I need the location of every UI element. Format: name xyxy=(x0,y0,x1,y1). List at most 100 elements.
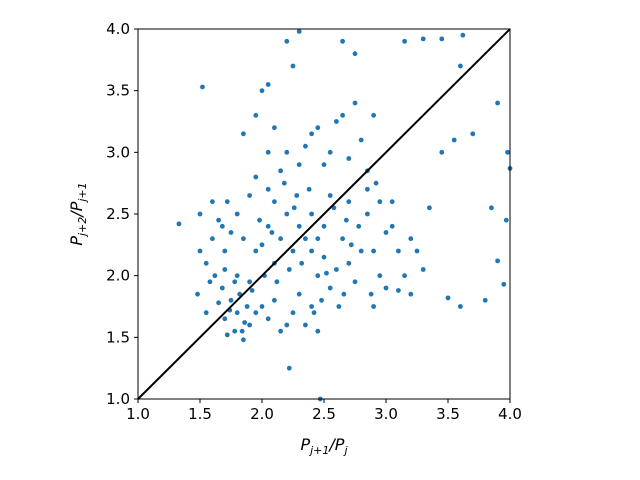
point xyxy=(272,297,277,303)
point xyxy=(241,337,246,343)
point xyxy=(309,131,314,137)
point xyxy=(197,248,203,254)
point xyxy=(352,51,358,57)
x-tick-label: 1.5 xyxy=(188,405,212,423)
point xyxy=(445,295,451,301)
point xyxy=(371,112,376,118)
x-tick-label: 1.0 xyxy=(126,405,150,423)
point xyxy=(272,199,277,205)
point xyxy=(341,291,347,297)
y-tick-label: 1.5 xyxy=(106,328,130,346)
point xyxy=(451,137,457,143)
point xyxy=(358,137,364,143)
point xyxy=(247,193,253,198)
point xyxy=(377,199,383,205)
point xyxy=(383,230,389,235)
point xyxy=(505,149,510,155)
point xyxy=(228,297,234,303)
point xyxy=(389,199,395,205)
point xyxy=(356,223,362,229)
point xyxy=(309,304,314,309)
point xyxy=(265,223,271,229)
point xyxy=(253,174,259,180)
point xyxy=(327,193,333,198)
point xyxy=(482,297,488,303)
point xyxy=(234,211,240,217)
point xyxy=(224,199,230,205)
point xyxy=(324,270,329,276)
point xyxy=(420,267,426,272)
point xyxy=(197,211,203,217)
point xyxy=(207,279,213,285)
point xyxy=(265,316,271,322)
x-label-part: j xyxy=(342,444,348,457)
point xyxy=(408,291,414,297)
point xyxy=(346,199,352,205)
y-tick-label: 3.0 xyxy=(106,143,130,161)
point xyxy=(458,63,463,69)
point xyxy=(334,267,339,272)
point xyxy=(303,236,308,242)
point xyxy=(315,328,321,334)
point xyxy=(259,88,265,94)
x-tick-label: 2.5 xyxy=(312,405,336,423)
point xyxy=(352,279,358,285)
point xyxy=(222,248,228,254)
point xyxy=(460,32,466,38)
point xyxy=(334,119,339,124)
point xyxy=(420,36,426,42)
point xyxy=(373,180,379,186)
point xyxy=(203,310,209,316)
point xyxy=(489,205,494,211)
point xyxy=(284,149,290,155)
y-tick-label: 2.0 xyxy=(106,267,130,285)
point xyxy=(222,316,228,322)
point xyxy=(249,288,255,293)
point xyxy=(200,84,205,90)
point xyxy=(241,131,246,137)
diagonal-line xyxy=(137,28,511,400)
y-label-part: P xyxy=(67,236,86,246)
point xyxy=(358,248,364,254)
y-label-part: /P xyxy=(67,201,86,218)
point xyxy=(219,223,225,229)
point xyxy=(296,223,302,229)
point xyxy=(402,38,407,44)
point xyxy=(315,236,321,242)
y-tick-label: 4.0 xyxy=(106,20,130,38)
point xyxy=(346,260,352,266)
point xyxy=(203,260,209,266)
point xyxy=(247,279,253,285)
point xyxy=(253,112,259,118)
x-tick-label: 3.5 xyxy=(436,405,460,423)
x-label-part: j+1 xyxy=(308,444,329,457)
point xyxy=(278,236,283,242)
point xyxy=(286,267,292,272)
point xyxy=(371,304,376,309)
point xyxy=(340,236,345,242)
point xyxy=(343,217,349,223)
point xyxy=(365,186,370,192)
point xyxy=(315,273,321,279)
point xyxy=(290,248,296,254)
point xyxy=(244,304,250,309)
point xyxy=(309,211,314,217)
point xyxy=(402,273,407,279)
point xyxy=(253,248,259,254)
point xyxy=(439,149,445,155)
point xyxy=(321,162,327,168)
point xyxy=(408,236,414,242)
point xyxy=(346,156,352,161)
point xyxy=(284,322,290,328)
point xyxy=(340,112,345,118)
point xyxy=(495,100,500,106)
point xyxy=(309,248,314,254)
x-tick-label: 3.0 xyxy=(374,405,398,423)
point xyxy=(439,36,445,42)
y-label-part: j+2 xyxy=(76,217,89,238)
point xyxy=(321,254,327,260)
point xyxy=(232,328,238,334)
point xyxy=(389,223,395,229)
point xyxy=(321,223,327,229)
